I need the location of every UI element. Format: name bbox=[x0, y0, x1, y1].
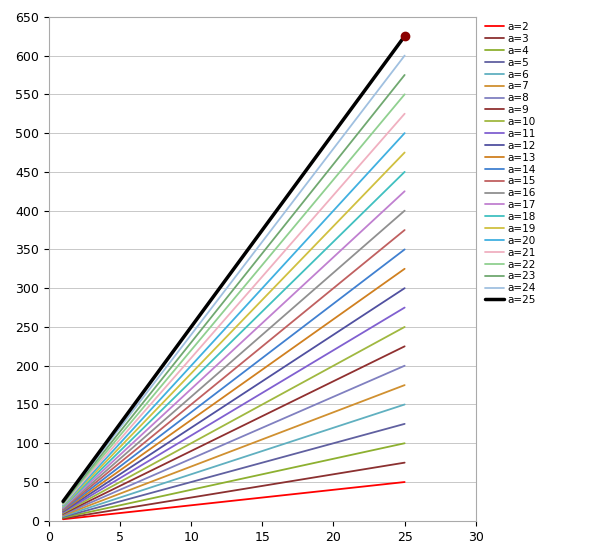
Line: a=6: a=6 bbox=[63, 404, 404, 516]
a=10 bbox=[59, 510, 66, 516]
Line: a=8: a=8 bbox=[63, 366, 404, 515]
Line: a=4: a=4 bbox=[63, 444, 404, 517]
Line: a=11: a=11 bbox=[63, 307, 404, 512]
a=4 bbox=[401, 440, 408, 447]
Line: a=20: a=20 bbox=[63, 133, 404, 505]
a=13 bbox=[401, 265, 408, 272]
Line: a=5: a=5 bbox=[63, 424, 404, 517]
a=4 bbox=[59, 514, 66, 521]
a=20 bbox=[59, 502, 66, 508]
a=12 bbox=[401, 285, 408, 292]
Line: a=9: a=9 bbox=[63, 346, 404, 514]
a=14 bbox=[59, 507, 66, 514]
a=8 bbox=[59, 511, 66, 518]
a=15 bbox=[401, 227, 408, 234]
a=7 bbox=[59, 512, 66, 519]
a=17 bbox=[59, 504, 66, 511]
Line: a=19: a=19 bbox=[63, 152, 404, 506]
a=21 bbox=[59, 501, 66, 508]
a=13 bbox=[59, 507, 66, 514]
a=16 bbox=[401, 207, 408, 214]
a=17 bbox=[401, 188, 408, 195]
a=7 bbox=[401, 382, 408, 389]
Line: a=10: a=10 bbox=[63, 327, 404, 513]
Line: a=21: a=21 bbox=[63, 114, 404, 505]
a=19 bbox=[59, 503, 66, 510]
a=19 bbox=[401, 149, 408, 156]
a=8 bbox=[401, 362, 408, 369]
a=9 bbox=[401, 343, 408, 349]
a=14 bbox=[401, 246, 408, 253]
a=3 bbox=[401, 459, 408, 466]
a=21 bbox=[401, 110, 408, 117]
a=15 bbox=[59, 506, 66, 512]
a=2 bbox=[401, 479, 408, 486]
a=2 bbox=[59, 516, 66, 522]
a=11 bbox=[401, 304, 408, 311]
a=11 bbox=[59, 509, 66, 516]
a=6 bbox=[401, 401, 408, 408]
Line: a=16: a=16 bbox=[63, 211, 404, 508]
a=5 bbox=[401, 421, 408, 427]
a=18 bbox=[401, 169, 408, 175]
Line: a=12: a=12 bbox=[63, 288, 404, 511]
a=18 bbox=[59, 503, 66, 510]
Line: a=2: a=2 bbox=[63, 482, 404, 519]
Line: a=15: a=15 bbox=[63, 230, 404, 509]
Line: a=3: a=3 bbox=[63, 463, 404, 519]
a=16 bbox=[59, 505, 66, 512]
Line: a=14: a=14 bbox=[63, 249, 404, 510]
a=20 bbox=[401, 130, 408, 137]
Line: a=13: a=13 bbox=[63, 269, 404, 511]
Line: a=17: a=17 bbox=[63, 192, 404, 507]
a=12 bbox=[59, 508, 66, 515]
a=5 bbox=[59, 514, 66, 520]
a=10 bbox=[401, 324, 408, 330]
a=6 bbox=[59, 513, 66, 520]
a=3 bbox=[59, 515, 66, 522]
Legend: a=2, a=3, a=4, a=5, a=6, a=7, a=8, a=9, a=10, a=11, a=12, a=13, a=14, a=15, a=16: a=2, a=3, a=4, a=5, a=6, a=7, a=8, a=9, … bbox=[486, 22, 536, 305]
a=9 bbox=[59, 511, 66, 517]
Line: a=18: a=18 bbox=[63, 172, 404, 507]
Line: a=7: a=7 bbox=[63, 385, 404, 515]
